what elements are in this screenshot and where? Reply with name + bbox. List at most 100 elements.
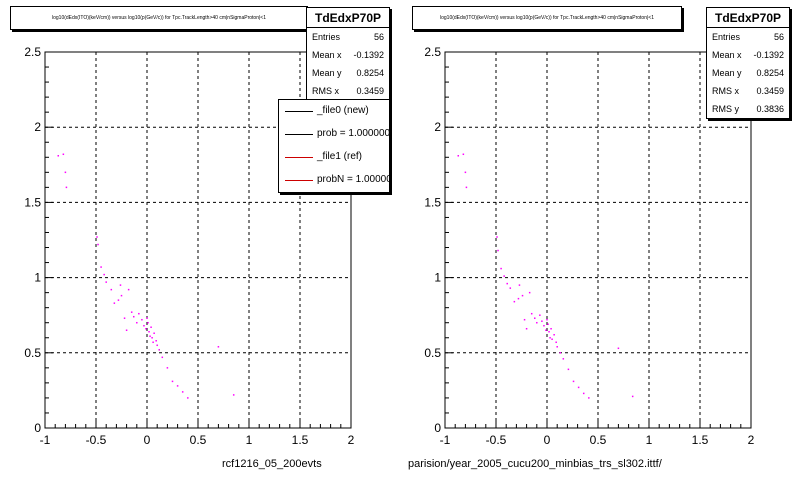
stats-row-rms-y: RMS y 0.3836	[712, 104, 784, 114]
stats-row-entries: Entries 56	[312, 32, 384, 42]
data-point	[559, 352, 562, 354]
data-point	[457, 155, 460, 157]
x-tick-label: 1	[646, 433, 653, 447]
data-point	[119, 284, 122, 286]
x-tick-label: 0.5	[590, 433, 607, 447]
data-point	[146, 317, 148, 319]
data-point	[181, 391, 184, 393]
data-point	[136, 321, 138, 324]
data-point	[550, 327, 552, 330]
y-tick-label: 0.5	[424, 346, 441, 360]
footer-label-left: rcf1216_05_200evts	[222, 458, 322, 470]
data-point	[125, 329, 128, 331]
data-point	[464, 171, 467, 174]
data-point	[152, 341, 154, 344]
data-point	[534, 317, 536, 319]
stats-box-left: TdEdxP70P Entries 56 Mean x -0.1392 Mean y…	[306, 7, 390, 101]
data-point	[588, 397, 590, 399]
x-tick-label: -1	[40, 433, 51, 447]
x-tick-label: 1.5	[692, 433, 709, 447]
y-tick-label: 2.5	[424, 45, 441, 59]
data-point	[541, 320, 543, 322]
y-tick-label: 0	[34, 421, 41, 435]
stats-row-mean-x: Mean x -0.1392	[312, 50, 384, 60]
data-point	[147, 321, 149, 324]
data-point	[141, 318, 143, 321]
data-point	[130, 311, 133, 313]
legend-entry: _file0 (new)	[279, 100, 389, 123]
data-point	[232, 394, 235, 396]
y-tick-label: 1.5	[24, 195, 41, 209]
x-tick-label: -0.5	[86, 433, 107, 447]
legend-line	[285, 134, 313, 135]
data-point	[149, 335, 151, 338]
data-point	[496, 236, 498, 238]
data-point	[64, 171, 67, 174]
x-tick-label: 2	[348, 433, 355, 447]
data-point	[161, 356, 164, 359]
x-tick-label: 0.5	[190, 433, 207, 447]
data-point	[132, 315, 135, 318]
y-tick-label: 0	[434, 421, 441, 435]
data-point	[57, 155, 60, 157]
data-point	[506, 282, 508, 285]
x-tick-label: 1	[246, 433, 253, 447]
data-point	[528, 291, 531, 294]
y-tick-label: 1	[434, 271, 441, 285]
x-tick-label: -0.5	[486, 433, 507, 447]
stats-name: TdEdxP70P	[307, 8, 389, 28]
data-point	[543, 324, 545, 327]
data-point	[572, 380, 575, 383]
legend-entry: prob = 1.000000	[279, 123, 389, 146]
data-point	[530, 312, 533, 315]
data-point	[631, 395, 634, 398]
data-point	[497, 249, 499, 252]
data-point	[148, 330, 150, 333]
data-point	[503, 275, 505, 277]
stats-box-right: TdEdxP70P Entries 56 Mean x -0.1392 Mean y…	[706, 7, 790, 119]
data-point	[171, 380, 174, 383]
legend-line	[285, 157, 313, 158]
stats-row-mean-y: Mean y 0.8254	[712, 68, 784, 78]
stats-row-entries: Entries 56	[712, 32, 784, 42]
stats-row-mean-x: Mean x -0.1392	[712, 50, 784, 60]
data-point	[96, 236, 98, 238]
data-point	[155, 340, 157, 342]
data-point	[549, 337, 551, 339]
data-point	[138, 312, 140, 315]
data-point	[567, 368, 570, 371]
data-point	[545, 329, 547, 331]
data-point	[562, 358, 565, 360]
data-point	[117, 299, 120, 301]
x-tick-label: 1.5	[292, 433, 309, 447]
data-point	[518, 284, 521, 286]
y-tick-label: 1	[34, 271, 41, 285]
data-point	[509, 287, 512, 289]
data-point	[103, 273, 105, 276]
data-point	[65, 186, 68, 189]
data-point	[150, 326, 152, 328]
data-point	[523, 318, 526, 321]
data-point	[97, 243, 99, 246]
plot-title-left: log10(dEdx(ITO)(keV/cm)) versus log10(p(…	[10, 6, 308, 30]
stats-name: TdEdxP70P	[707, 8, 789, 28]
data-point	[577, 386, 580, 389]
data-point	[105, 281, 107, 283]
stats-row-rms-x: RMS x 0.3459	[312, 86, 384, 96]
data-point	[62, 153, 65, 156]
data-point	[156, 344, 158, 347]
data-point	[551, 338, 553, 341]
data-point	[556, 346, 558, 348]
data-point	[145, 327, 147, 330]
data-point	[462, 153, 465, 156]
plot-title-right: log10(dEdx(ITO)(keV/cm)) versus log10(p(…	[412, 6, 682, 30]
data-point	[500, 267, 502, 270]
data-point	[187, 397, 189, 399]
legend-left: _file0 (new) prob = 1.000000 _file1 (ref…	[278, 99, 390, 193]
x-tick-label: 0	[544, 433, 551, 447]
data-point	[548, 330, 550, 333]
data-point	[151, 337, 153, 339]
legend-line	[285, 180, 313, 181]
y-tick-label: 2	[34, 120, 41, 134]
